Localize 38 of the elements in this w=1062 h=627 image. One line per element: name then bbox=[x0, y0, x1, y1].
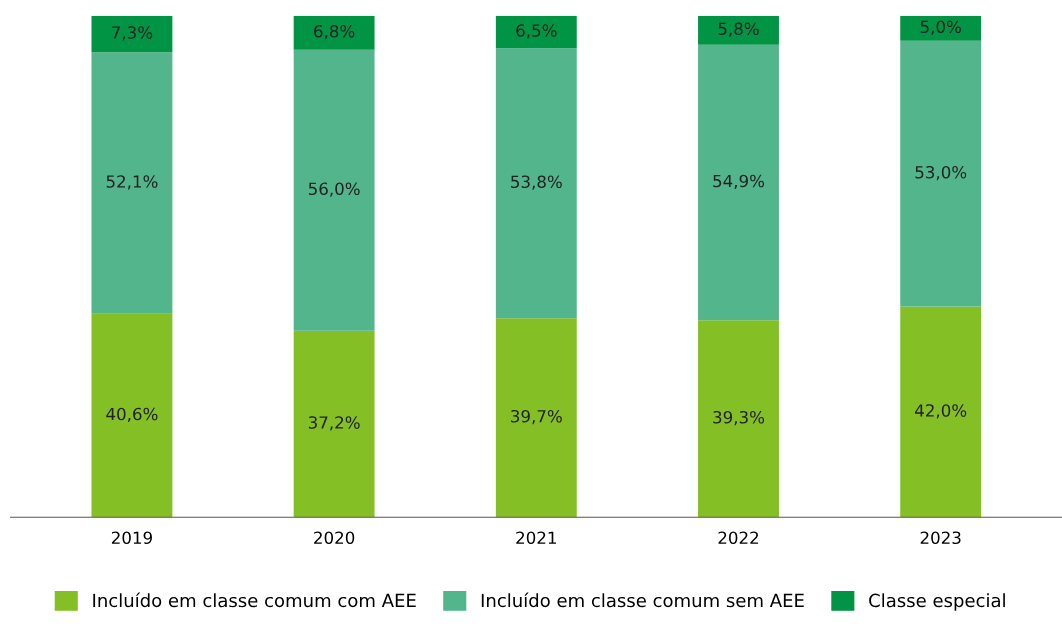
bar bbox=[900, 306, 982, 518]
legend-label: Incluído em classe comum com AEE bbox=[93, 592, 416, 608]
data-label: 52,1% bbox=[106, 175, 158, 190]
data-label: 7,3% bbox=[112, 26, 153, 41]
bar bbox=[698, 15, 779, 45]
bar bbox=[293, 330, 375, 518]
x-tick-label: 2019 bbox=[111, 531, 152, 545]
data-label: 56,0% bbox=[308, 182, 360, 197]
bar bbox=[698, 320, 779, 518]
bar bbox=[900, 15, 982, 41]
bar bbox=[293, 49, 375, 331]
data-label: 5,8% bbox=[718, 22, 759, 37]
bar bbox=[495, 318, 577, 518]
data-label: 5,0% bbox=[920, 20, 961, 35]
bar bbox=[91, 313, 173, 518]
data-label: 40,6% bbox=[106, 407, 158, 422]
x-tick-label: 2022 bbox=[718, 531, 759, 545]
legend-label: Classe especial bbox=[869, 593, 1005, 611]
bar bbox=[698, 44, 779, 321]
data-label: 6,5% bbox=[516, 24, 557, 39]
bar bbox=[293, 15, 375, 50]
data-label: 53,8% bbox=[511, 175, 562, 190]
x-tick-label: 2020 bbox=[314, 531, 355, 545]
bar bbox=[900, 40, 982, 307]
bar bbox=[91, 52, 173, 314]
data-label: 39,7% bbox=[511, 409, 562, 425]
data-label: 42,0% bbox=[915, 404, 967, 419]
x-tick-label: 2023 bbox=[920, 531, 961, 545]
data-label: 37,2% bbox=[308, 416, 360, 431]
data-label: 39,3% bbox=[713, 410, 765, 426]
data-label: 53,0% bbox=[915, 165, 967, 181]
bar bbox=[91, 15, 173, 53]
bar bbox=[495, 48, 577, 319]
bar bbox=[495, 15, 577, 49]
data-label: 6,8% bbox=[314, 24, 355, 40]
data-label: 54,9% bbox=[713, 174, 765, 189]
x-tick-label: 2021 bbox=[516, 531, 556, 545]
legend-label: Incluído em classe comum sem AEE bbox=[481, 592, 804, 608]
